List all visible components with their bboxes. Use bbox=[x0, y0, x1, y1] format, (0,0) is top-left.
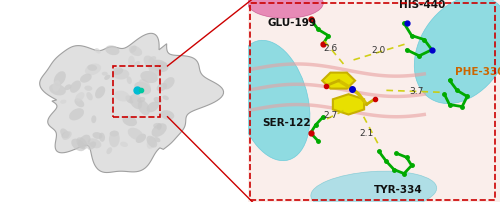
Ellipse shape bbox=[60, 129, 69, 139]
Ellipse shape bbox=[130, 46, 136, 54]
Ellipse shape bbox=[122, 116, 137, 127]
Ellipse shape bbox=[91, 116, 96, 124]
Ellipse shape bbox=[88, 65, 97, 72]
Text: 2.0: 2.0 bbox=[372, 46, 386, 55]
Ellipse shape bbox=[60, 100, 66, 104]
Ellipse shape bbox=[126, 77, 132, 85]
Text: 3.7: 3.7 bbox=[410, 86, 424, 95]
Ellipse shape bbox=[109, 131, 120, 147]
Ellipse shape bbox=[146, 102, 159, 113]
Text: 2.1: 2.1 bbox=[359, 129, 374, 138]
Ellipse shape bbox=[84, 86, 92, 92]
Ellipse shape bbox=[236, 41, 310, 161]
Polygon shape bbox=[333, 95, 364, 115]
Ellipse shape bbox=[106, 147, 112, 154]
Ellipse shape bbox=[152, 124, 167, 137]
Ellipse shape bbox=[70, 81, 81, 93]
Ellipse shape bbox=[62, 132, 72, 140]
Ellipse shape bbox=[153, 123, 162, 129]
Ellipse shape bbox=[74, 99, 84, 108]
Text: HIS-440: HIS-440 bbox=[399, 0, 446, 10]
Ellipse shape bbox=[134, 62, 140, 67]
Polygon shape bbox=[248, 0, 500, 202]
Ellipse shape bbox=[120, 142, 128, 147]
Ellipse shape bbox=[128, 128, 143, 140]
Ellipse shape bbox=[138, 101, 150, 116]
Ellipse shape bbox=[106, 46, 120, 56]
Ellipse shape bbox=[129, 46, 142, 57]
Ellipse shape bbox=[71, 139, 85, 152]
Ellipse shape bbox=[99, 133, 105, 142]
Ellipse shape bbox=[86, 93, 93, 101]
Ellipse shape bbox=[144, 56, 156, 70]
Ellipse shape bbox=[87, 142, 96, 150]
Ellipse shape bbox=[414, 0, 500, 104]
Ellipse shape bbox=[75, 93, 85, 102]
Ellipse shape bbox=[80, 74, 92, 83]
Ellipse shape bbox=[88, 139, 102, 149]
Text: 2.7: 2.7 bbox=[324, 111, 338, 120]
Bar bbox=[113, 67, 160, 117]
Ellipse shape bbox=[140, 72, 158, 84]
Text: 2.6: 2.6 bbox=[324, 44, 338, 53]
Polygon shape bbox=[40, 34, 224, 173]
Ellipse shape bbox=[78, 135, 90, 149]
Ellipse shape bbox=[154, 98, 162, 104]
Ellipse shape bbox=[92, 133, 102, 139]
Ellipse shape bbox=[112, 68, 123, 76]
Ellipse shape bbox=[151, 60, 168, 73]
Ellipse shape bbox=[69, 109, 84, 121]
Ellipse shape bbox=[154, 137, 160, 142]
Text: GLU-199: GLU-199 bbox=[268, 18, 316, 28]
Ellipse shape bbox=[157, 124, 162, 130]
Ellipse shape bbox=[76, 138, 88, 150]
Ellipse shape bbox=[139, 80, 150, 92]
Ellipse shape bbox=[126, 96, 134, 104]
Ellipse shape bbox=[156, 83, 168, 92]
Ellipse shape bbox=[49, 84, 66, 96]
Ellipse shape bbox=[311, 171, 436, 202]
Ellipse shape bbox=[146, 137, 156, 149]
Ellipse shape bbox=[130, 95, 142, 110]
Text: SER-122: SER-122 bbox=[262, 117, 312, 127]
Ellipse shape bbox=[52, 81, 60, 92]
Ellipse shape bbox=[132, 93, 141, 106]
Ellipse shape bbox=[95, 49, 100, 54]
Text: PHE-330: PHE-330 bbox=[454, 67, 500, 77]
Ellipse shape bbox=[162, 78, 174, 90]
Ellipse shape bbox=[137, 98, 145, 103]
Ellipse shape bbox=[160, 111, 174, 120]
Ellipse shape bbox=[102, 72, 108, 76]
Ellipse shape bbox=[114, 91, 130, 102]
Ellipse shape bbox=[148, 57, 156, 63]
Ellipse shape bbox=[104, 75, 110, 81]
Ellipse shape bbox=[162, 96, 169, 101]
Ellipse shape bbox=[64, 85, 71, 91]
Ellipse shape bbox=[136, 134, 146, 143]
Text: TYR-334: TYR-334 bbox=[374, 184, 422, 194]
Ellipse shape bbox=[85, 64, 101, 76]
Ellipse shape bbox=[148, 65, 162, 77]
Ellipse shape bbox=[134, 82, 151, 95]
Polygon shape bbox=[322, 73, 355, 89]
Ellipse shape bbox=[114, 70, 130, 80]
Ellipse shape bbox=[248, 0, 323, 19]
Ellipse shape bbox=[62, 132, 70, 139]
Ellipse shape bbox=[110, 131, 119, 137]
Ellipse shape bbox=[54, 72, 66, 86]
Ellipse shape bbox=[156, 62, 168, 70]
Ellipse shape bbox=[128, 57, 135, 67]
Ellipse shape bbox=[146, 136, 157, 148]
Ellipse shape bbox=[95, 87, 105, 99]
